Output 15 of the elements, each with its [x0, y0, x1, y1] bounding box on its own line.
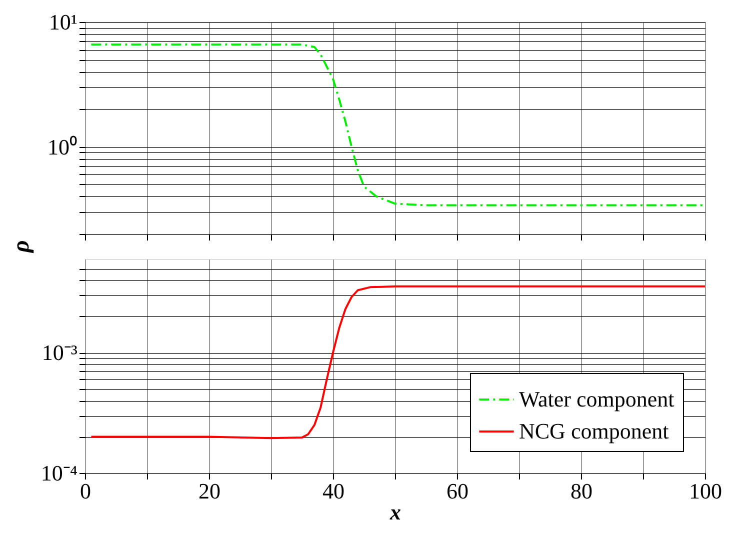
x-tick-label: 0 [80, 478, 91, 504]
legend-label: Water component [519, 386, 674, 412]
x-tick-label: 20 [198, 478, 220, 504]
x-tick-label: 60 [446, 478, 468, 504]
x-tick-label: 100 [689, 478, 722, 504]
x-tick-label: 80 [570, 478, 592, 504]
legend-label: NCG component [519, 418, 669, 444]
x-tick-label: 40 [322, 478, 344, 504]
y-tick-label: 10⁰ [48, 134, 78, 160]
y-axis-title: ρ [8, 240, 34, 254]
x-axis-title: x [389, 500, 401, 524]
y-tick-label: 10⁻⁴ [40, 460, 78, 486]
y-tick-label: 10⁻³ [42, 340, 78, 366]
line-series [90, 44, 705, 206]
y-tick-label: 10¹ [48, 10, 78, 34]
